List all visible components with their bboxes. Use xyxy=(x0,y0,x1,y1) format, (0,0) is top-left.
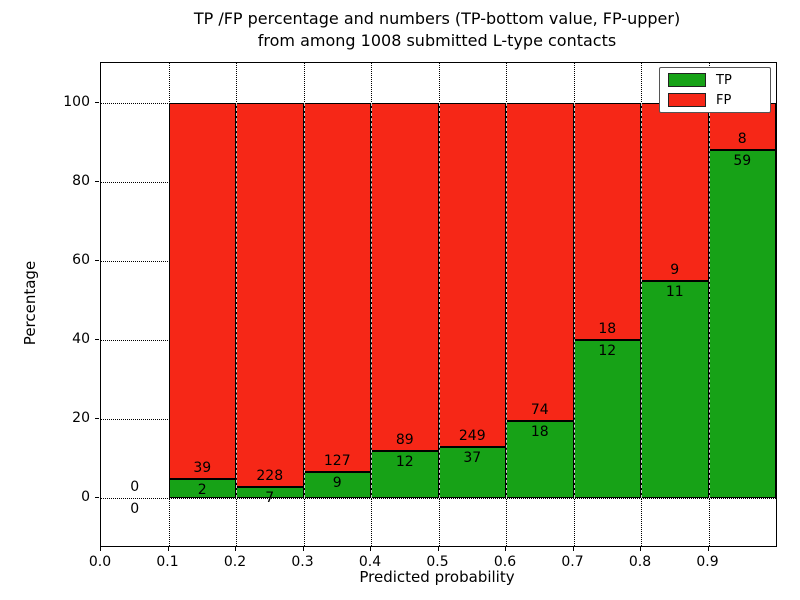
y-axis-label: Percentage xyxy=(21,260,39,346)
x-tick-label: 0.5 xyxy=(426,554,449,570)
tp-count-label: 12 xyxy=(395,454,414,471)
x-tick-label: 0.3 xyxy=(291,554,314,570)
bar-tp xyxy=(168,479,236,499)
tp-legend-swatch xyxy=(668,73,706,87)
x-tick-label: 0.4 xyxy=(358,554,382,570)
y-tick-label: 20 xyxy=(72,410,90,427)
bar-fp xyxy=(168,102,236,480)
y-tick-mark xyxy=(95,101,99,103)
fp-count-label: 74 xyxy=(530,402,549,418)
bar-separator xyxy=(506,102,507,499)
bar-fp xyxy=(573,102,641,341)
chart-title-line2: from among 1008 submitted L-type contact… xyxy=(257,31,617,51)
fp-count-label: 8 xyxy=(737,130,747,147)
tp-legend-label: TP xyxy=(716,72,732,88)
x-tick-mark xyxy=(100,547,101,551)
y-tick-label: 100 xyxy=(63,93,90,110)
y-tick-mark xyxy=(95,418,99,420)
tp-count-label: 37 xyxy=(463,450,482,467)
fp-count-label: 39 xyxy=(193,460,212,477)
tp-count-label: 12 xyxy=(598,343,617,360)
x-tick-label: 0.0 xyxy=(88,554,112,570)
chart-title: TP /FP percentage and numbers (TP-bottom… xyxy=(194,8,680,53)
bar-fp xyxy=(371,102,439,452)
bar-separator xyxy=(641,102,642,499)
x-tick-mark xyxy=(235,547,236,551)
y-tick-mark xyxy=(95,339,99,341)
tp-count-label: 0 xyxy=(130,501,140,518)
tp-count-label: 59 xyxy=(733,152,752,169)
bar-separator xyxy=(708,102,710,499)
bar-separator xyxy=(236,102,237,499)
y-tick-mark xyxy=(95,259,99,261)
x-tick-mark xyxy=(437,547,439,551)
tp-count-label: 11 xyxy=(665,283,684,300)
x-tick-mark xyxy=(505,547,506,551)
fp-count-label: 228 xyxy=(256,467,284,484)
bar-fp xyxy=(506,102,574,421)
x-tick-mark xyxy=(640,547,641,551)
bar-tp xyxy=(641,280,709,499)
legend-entry-fp: FP xyxy=(668,93,762,107)
bar-tp xyxy=(573,340,641,499)
x-tick-label: 0.2 xyxy=(223,554,247,570)
x-axis-label: Predicted probability xyxy=(359,568,515,586)
fp-count-label: 9 xyxy=(670,261,680,278)
x-tick-label: 0.6 xyxy=(493,554,517,570)
y-tick-label: 80 xyxy=(72,172,90,189)
fp-count-label: 89 xyxy=(395,432,414,449)
bar-separator xyxy=(573,102,575,499)
x-tick-label: 0.7 xyxy=(561,554,584,570)
bar-fp xyxy=(641,102,709,281)
x-tick-mark xyxy=(707,547,709,551)
x-tick-mark xyxy=(302,547,304,551)
fp-legend-label: FP xyxy=(716,92,732,108)
x-tick-mark xyxy=(167,547,169,551)
plot-area: TP FP 0 0 39 2 228 7 127 9 89 12 249 37 74 18 18 12 9 11 8… xyxy=(100,62,777,547)
x-tick-label: 0.9 xyxy=(696,554,719,570)
fp-legend-swatch xyxy=(668,93,706,107)
bar-fp xyxy=(438,102,506,448)
x-tick-label: 0.8 xyxy=(628,554,652,570)
fp-count-label: 18 xyxy=(598,321,617,338)
tp-count-label: 7 xyxy=(265,489,275,506)
tp-count-label: 9 xyxy=(332,475,342,492)
bar-separator xyxy=(303,102,305,499)
y-tick-label: 40 xyxy=(72,331,90,348)
fp-count-label: 249 xyxy=(458,428,486,445)
y-tick-label: 60 xyxy=(72,251,90,268)
y-tick-label: 0 xyxy=(81,489,90,506)
tp-count-label: 18 xyxy=(530,424,549,440)
x-tick-mark xyxy=(572,547,574,551)
legend-entry-tp: TP xyxy=(668,73,762,87)
y-tick-mark xyxy=(95,497,99,499)
legend: TP FP xyxy=(659,67,771,113)
tp-count-label: 2 xyxy=(197,482,207,499)
y-tick-mark xyxy=(95,180,99,182)
x-tick-mark xyxy=(370,547,371,551)
bar-tp xyxy=(506,421,574,499)
bar-fp xyxy=(303,102,371,473)
bar-fp xyxy=(236,102,304,487)
chart-title-line1: TP /FP percentage and numbers (TP-bottom… xyxy=(193,9,681,28)
bar-tp xyxy=(438,447,506,499)
bar-separator xyxy=(371,102,372,499)
x-tick-label: 0.1 xyxy=(156,554,179,570)
fp-count-label: 127 xyxy=(323,453,351,470)
bar-separator xyxy=(438,102,440,499)
fp-count-label: 0 xyxy=(130,479,140,496)
bar-tp xyxy=(708,149,776,499)
